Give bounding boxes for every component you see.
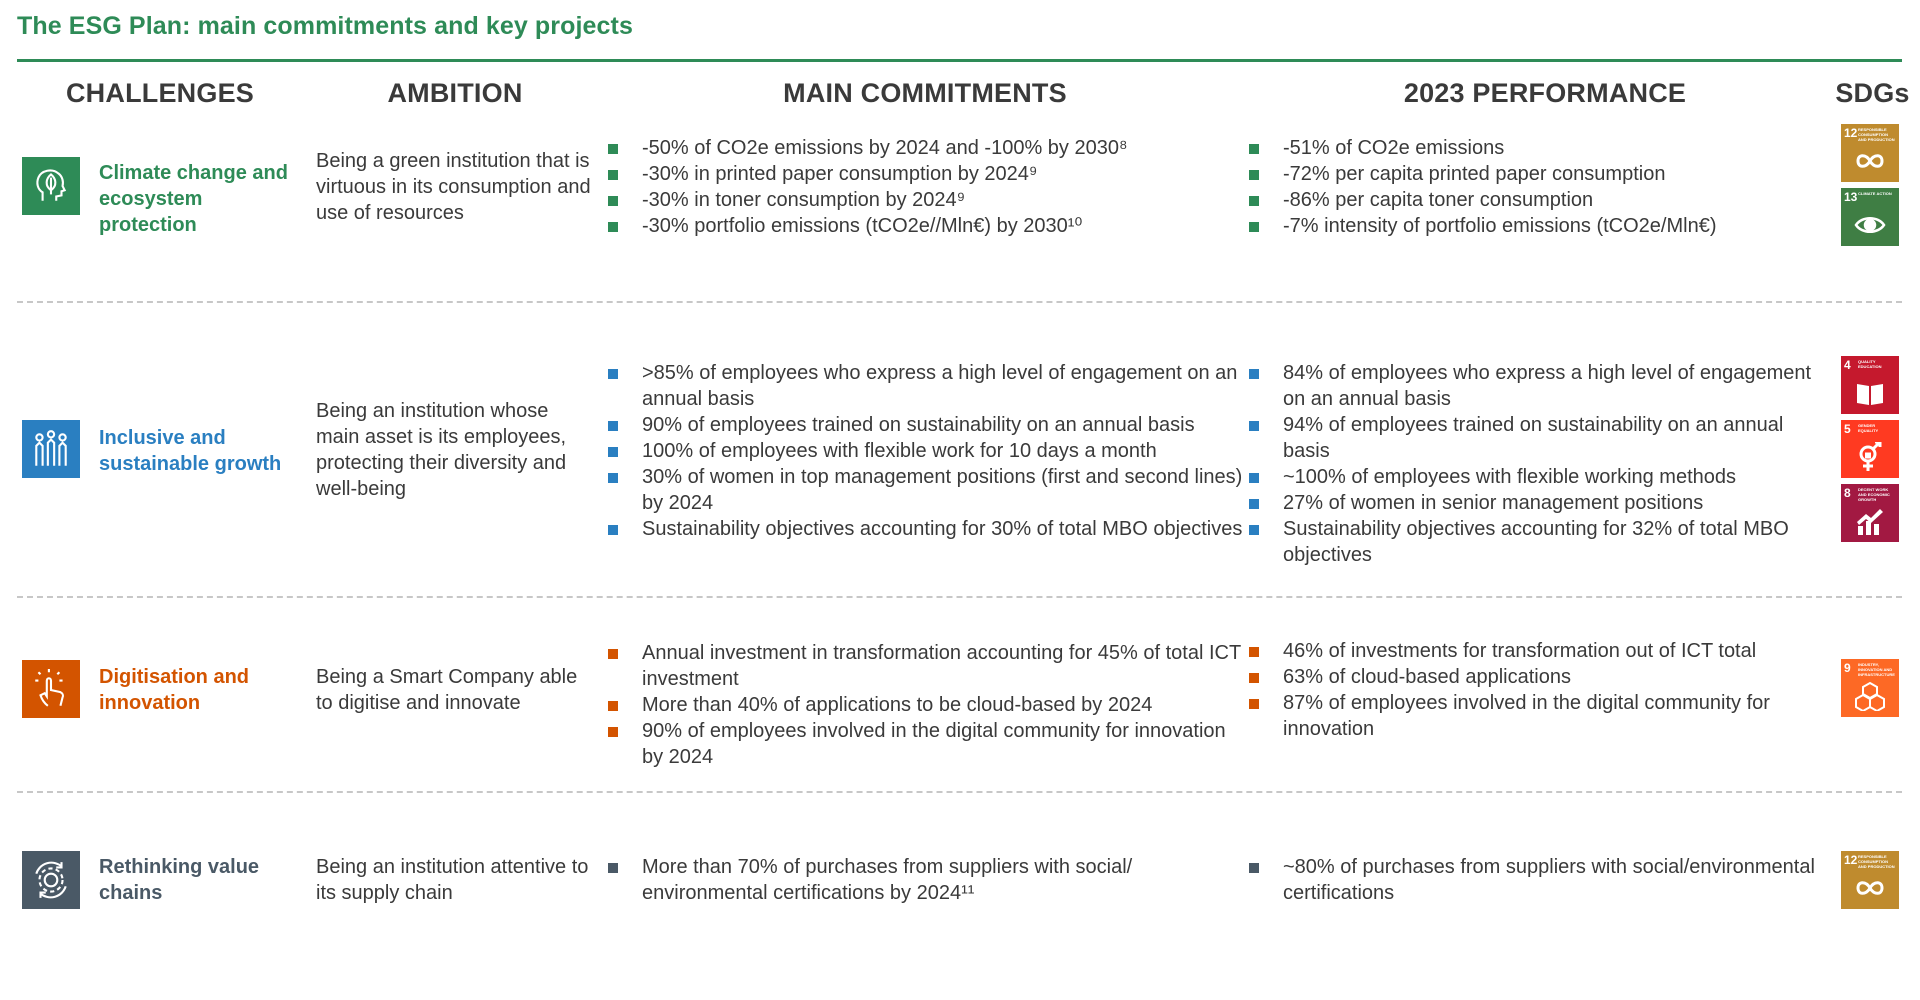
list-item: -7% intensity of portfolio emissions (tC… [1249, 213, 1829, 239]
bullet-square [608, 701, 618, 711]
list-item: More than 40% of applications to be clou… [608, 692, 1248, 718]
list-item: 90% of employees involved in the digital… [608, 718, 1248, 770]
bullet-square [1249, 699, 1259, 709]
sdg-8-growth-chart-icon: 8 Decent work and economic growth [1841, 484, 1899, 542]
bullet-square [1249, 499, 1259, 509]
performance-list: 46% of investments for transformation ou… [1249, 638, 1829, 742]
sdg-9-cubes-icon: 9 Industry, innovation and infrastructur… [1841, 659, 1899, 717]
bullet-square [1249, 525, 1259, 535]
bullet-square [1249, 170, 1259, 180]
leaf-head-icon [22, 157, 80, 215]
list-item: 46% of investments for transformation ou… [1249, 638, 1829, 664]
ambition-text: Being a Smart Company able to digitise a… [316, 666, 578, 714]
list-item: -30% portfolio emissions (tCO2e//Mln€) b… [608, 213, 1248, 239]
list-item: -86% per capita toner consumption [1249, 187, 1829, 213]
list-item: -30% in toner consumption by 2024⁹ [608, 187, 1248, 213]
bullet-square [608, 196, 618, 206]
row-divider [17, 791, 1902, 793]
header-2023-performance: 2023 PERFORMANCE [1403, 78, 1687, 108]
header-main-commitments: MAIN COMMITMENTS [783, 78, 1067, 108]
bullet-square [608, 447, 618, 457]
sdg-12-infinity-icon: 12 Responsible consumption and productio… [1841, 124, 1899, 182]
list-item: 90% of employees trained on sustainabili… [608, 412, 1248, 438]
list-item: Annual investment in transformation acco… [608, 640, 1248, 692]
challenge-title: Climate change and ecosystem protection [99, 162, 288, 236]
cycle-gear-icon [22, 851, 80, 909]
list-item: 94% of employees trained on sustainabili… [1249, 412, 1829, 464]
page-title: The ESG Plan: main commitments and key p… [17, 12, 633, 40]
bullet-square [1249, 647, 1259, 657]
list-item: 87% of employees involved in the digital… [1249, 690, 1829, 742]
sdg-4-book-icon: 4 Quality education [1841, 356, 1899, 414]
bullet-square [1249, 673, 1259, 683]
sdg-icons: 12 Responsible consumption and productio… [1841, 851, 1899, 915]
bullet-square [1249, 222, 1259, 232]
sdg-5-gender-icon: 5 Gender equality [1841, 420, 1899, 478]
header-challenges: CHALLENGES [65, 78, 254, 108]
list-item: 63% of cloud-based applications [1249, 664, 1829, 690]
bullet-square [608, 525, 618, 535]
touch-hand-icon [22, 660, 80, 718]
bullet-square [608, 170, 618, 180]
bullet-square [1249, 369, 1259, 379]
header-sdgs: SDGs [1835, 78, 1910, 108]
list-item: -51% of CO2e emissions [1249, 135, 1829, 161]
list-item: -30% in printed paper consumption by 202… [608, 161, 1248, 187]
row-divider [17, 596, 1902, 598]
title-rule [17, 59, 1902, 62]
bullet-square [608, 727, 618, 737]
bullet-square [608, 369, 618, 379]
challenge-title: Digitisation and innovation [99, 666, 249, 714]
sdg-icons: 9 Industry, innovation and infrastructur… [1841, 659, 1899, 723]
bullet-square [608, 421, 618, 431]
list-item: More than 70% of purchases from supplier… [608, 854, 1248, 906]
sdg-icons: 12 Responsible consumption and productio… [1841, 124, 1899, 252]
performance-list: 84% of employees who express a high leve… [1249, 360, 1829, 568]
commitments-list: -50% of CO2e emissions by 2024 and -100%… [608, 135, 1248, 239]
commitments-list: >85% of employees who express a high lev… [608, 360, 1248, 542]
bullet-square [1249, 144, 1259, 154]
commitments-list: More than 70% of purchases from supplier… [608, 854, 1248, 906]
list-item: 100% of employees with flexible work for… [608, 438, 1248, 464]
list-item: Sustainability objectives accounting for… [608, 516, 1248, 542]
commitments-list: Annual investment in transformation acco… [608, 640, 1248, 770]
list-item: >85% of employees who express a high lev… [608, 360, 1248, 412]
bullet-square [1249, 421, 1259, 431]
people-growth-icon [22, 420, 80, 478]
bullet-square [608, 649, 618, 659]
list-item: 27% of women in senior management positi… [1249, 490, 1829, 516]
ambition-text: Being an institution attentive to its su… [316, 856, 589, 904]
challenge-title: Rethinking value chains [99, 856, 260, 904]
performance-list: -51% of CO2e emissions -72% per capita p… [1249, 135, 1829, 239]
challenge-title: Inclusive and sustainable growth [99, 427, 282, 475]
ambition-text: Being an institution whose main asset is… [316, 400, 567, 500]
list-item: Sustainability objectives accounting for… [1249, 516, 1829, 568]
header-ambition: AMBITION [387, 78, 523, 108]
bullet-square [1249, 473, 1259, 483]
list-item: -72% per capita printed paper consumptio… [1249, 161, 1829, 187]
row-divider [17, 301, 1902, 303]
list-item: 30% of women in top management positions… [608, 464, 1248, 516]
ambition-text: Being a green institution that is virtuo… [316, 150, 591, 224]
list-item: ~100% of employees with flexible working… [1249, 464, 1829, 490]
bullet-square [1249, 196, 1259, 206]
bullet-square [608, 144, 618, 154]
list-item: -50% of CO2e emissions by 2024 and -100%… [608, 135, 1248, 161]
list-item: 84% of employees who express a high leve… [1249, 360, 1829, 412]
sdg-12-infinity-icon: 12 Responsible consumption and productio… [1841, 851, 1899, 909]
bullet-square [608, 222, 618, 232]
bullet-square [608, 473, 618, 483]
bullet-square [1249, 863, 1259, 873]
sdg-icons: 4 Quality education 5 Gender equality 8 … [1841, 356, 1899, 548]
list-item: ~80% of purchases from suppliers with so… [1249, 854, 1829, 906]
sdg-13-eye-globe-icon: 13 Climate action [1841, 188, 1899, 246]
bullet-square [608, 863, 618, 873]
performance-list: ~80% of purchases from suppliers with so… [1249, 854, 1829, 906]
